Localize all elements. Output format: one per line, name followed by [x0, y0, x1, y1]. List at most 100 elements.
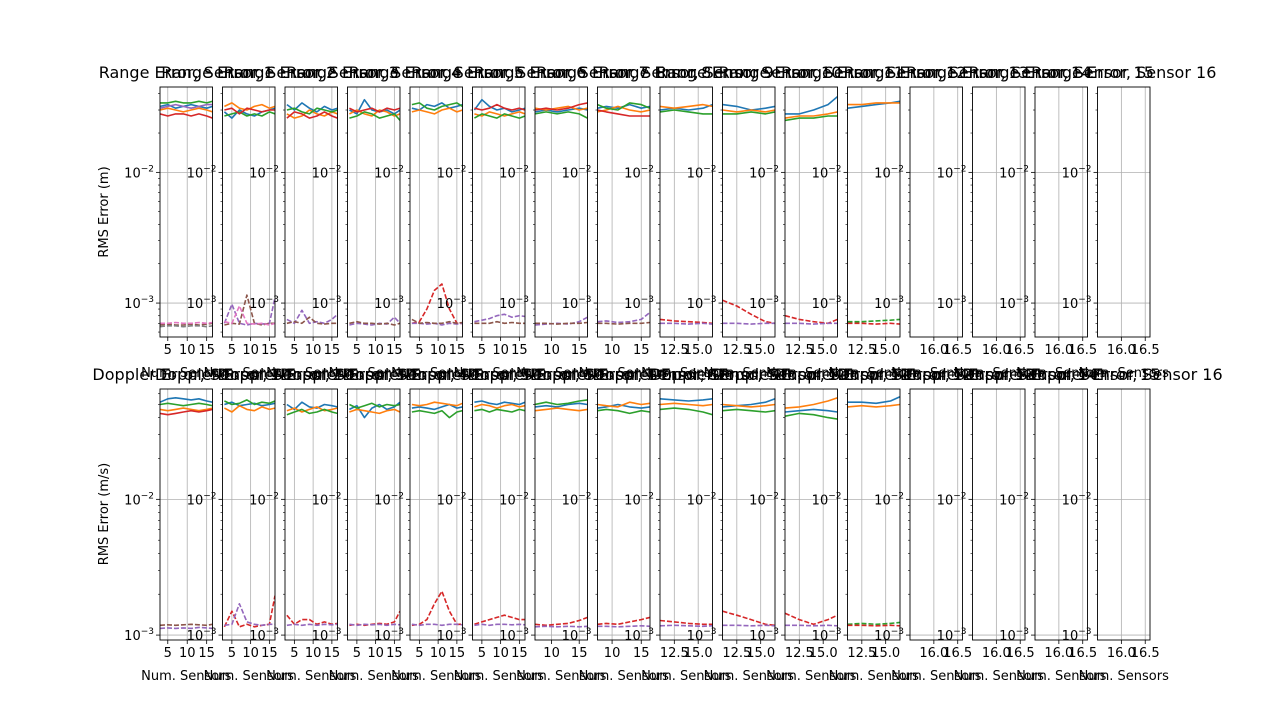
series-line-3	[474, 113, 525, 119]
x-axis-label: Num. Sensors	[329, 669, 419, 684]
series-line-2	[535, 407, 588, 412]
plot-area	[1035, 389, 1088, 640]
x-axis-label: Num. Sensors	[516, 669, 606, 684]
series-line-7	[160, 321, 213, 325]
subplot-title: Doppler Error, Sensor 14	[900, 365, 1098, 384]
plot-area	[1097, 389, 1150, 640]
x-tick-label: 5	[164, 646, 172, 661]
series-line-3	[474, 408, 525, 413]
axes-frame	[1034, 388, 1088, 641]
x-tick-label: 12.5	[847, 646, 876, 661]
series-line-3	[597, 102, 650, 111]
series-line-2	[535, 105, 588, 111]
series-group	[785, 397, 838, 627]
series-line-5	[597, 624, 650, 628]
series-group	[785, 95, 838, 325]
x-axis-label: Num. Sensors	[141, 669, 231, 684]
series-group	[535, 102, 588, 326]
series-line-2	[847, 403, 900, 408]
series-group	[160, 396, 213, 630]
series-line-3	[722, 408, 775, 413]
x-axis-label: Num. Sensors	[766, 366, 856, 381]
subplot-title: Doppler Error, Sensor 13	[837, 365, 1035, 384]
plot-area	[660, 87, 713, 337]
series-line-6	[474, 320, 525, 325]
x-axis-label: Num. Sensors	[266, 669, 356, 684]
x-tick-label: 5	[290, 343, 298, 358]
series-line-2	[847, 102, 900, 106]
series-line-6	[597, 321, 650, 325]
plot-area	[847, 87, 900, 337]
axes-frame	[409, 388, 463, 641]
series-group	[349, 401, 400, 627]
x-tick-label: 16.5	[1006, 646, 1035, 661]
x-axis-label: Num. Sensors	[579, 669, 669, 684]
subplot-title: Range Error, Sensor 4	[286, 63, 461, 82]
subplot-title: Range Error, Sensor 14	[906, 63, 1091, 82]
x-tick-label: 15	[449, 646, 466, 661]
subplot-title: Range Error, Sensor 6	[411, 63, 586, 82]
axes-frame	[222, 388, 276, 641]
x-tick-label: 16.5	[943, 343, 972, 358]
x-tick-label: 15	[198, 646, 215, 661]
x-axis-label: Num. Sensors	[141, 366, 231, 381]
x-tick-label: 16.0	[1107, 646, 1136, 661]
subplot-title: Range Error, Sensor 15	[969, 63, 1154, 82]
plot-area	[472, 87, 525, 337]
plot-area	[972, 389, 1025, 640]
x-axis-label: Num. Sensors	[454, 669, 544, 684]
series-line-2	[349, 109, 400, 117]
series-group	[722, 398, 775, 627]
x-axis-label: Num. Sensors	[954, 366, 1044, 381]
series-line-3	[286, 107, 338, 115]
subplot-title: Doppler Error, Sensor 5	[342, 365, 530, 384]
subplot-title: Range Error, Sensor 16	[1031, 63, 1216, 82]
x-tick-label: 16.0	[1044, 343, 1073, 358]
axes-frame	[1097, 388, 1151, 641]
series-line-8	[160, 324, 213, 328]
series-group	[473, 98, 525, 325]
x-tick-label: 10	[242, 646, 259, 661]
series-line-4	[847, 322, 900, 325]
x-tick-label: 15	[261, 646, 278, 661]
x-tick-label: 12.5	[785, 646, 814, 661]
series-line-1	[474, 400, 525, 406]
subplot-title: Range Error, Sensor 2	[161, 63, 336, 82]
x-tick-label: 15	[633, 343, 650, 358]
x-tick-label: 5	[164, 343, 172, 358]
series-line-2	[411, 107, 463, 115]
x-tick-label: 16.5	[1068, 343, 1097, 358]
subplot-title: Range Error, Sensor 13	[844, 63, 1029, 82]
series-group	[349, 98, 400, 326]
subplot-title: Doppler Error, Sensor 10	[650, 365, 848, 384]
series-line-2	[785, 397, 838, 409]
series-line-4	[160, 408, 213, 416]
plot-area	[347, 87, 400, 337]
plot-area	[597, 389, 650, 640]
axes-frame	[347, 388, 401, 641]
x-tick-label: 15.0	[809, 343, 838, 358]
x-tick-label: 12.5	[660, 646, 689, 661]
x-axis-label: Num. Sensors	[641, 669, 731, 684]
series-line-3	[785, 115, 838, 122]
x-tick-label: 15	[386, 646, 403, 661]
series-line-1	[847, 395, 900, 405]
subplot-title: Doppler Error, Sensor 4	[280, 365, 468, 384]
x-tick-label: 5	[478, 343, 486, 358]
series-line-2	[785, 111, 838, 119]
series-line-5	[224, 602, 275, 627]
axes-frame	[847, 388, 901, 641]
subplot-title: Range Error, Sensor 5	[349, 63, 524, 82]
axes-frame	[909, 388, 963, 641]
series-line-5	[411, 623, 463, 627]
series-line-6	[160, 322, 213, 326]
axes-frame	[534, 388, 588, 641]
